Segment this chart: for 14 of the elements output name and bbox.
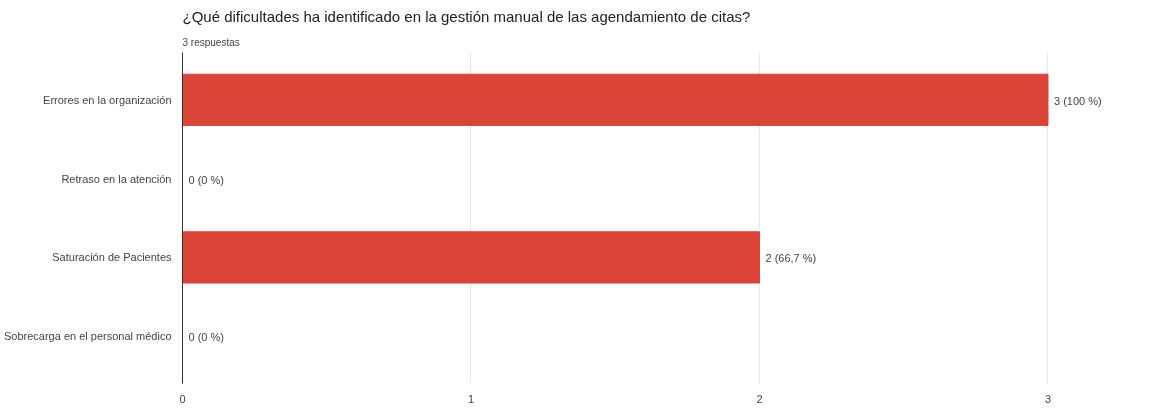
chart-title: ¿Qué dificultades ha identificado en la gestión manual de las agendamiento de citas?: [182, 7, 751, 25]
y-tick-label: Errores en la organización: [43, 93, 172, 106]
y-tick-label: Retraso en la atención: [61, 172, 172, 185]
data-label: 3 (100 %): [1053, 94, 1102, 107]
data-label: 0 (0 %): [188, 331, 224, 344]
x-tick-label: 1: [467, 392, 475, 405]
x-tick-label: 2: [756, 392, 763, 405]
data-label: 0 (0 %): [188, 173, 224, 186]
chart-subtitle: 3 respuestas: [182, 36, 240, 48]
data-label: 2 (66,7 %): [765, 252, 817, 265]
y-tick-label: Saturación de Pacientes: [52, 251, 172, 264]
x-tick-label: 0: [179, 392, 186, 405]
y-tick-label: Sobrecarga en el personal médico: [3, 330, 172, 343]
x-tick-label: 3: [1044, 392, 1052, 405]
